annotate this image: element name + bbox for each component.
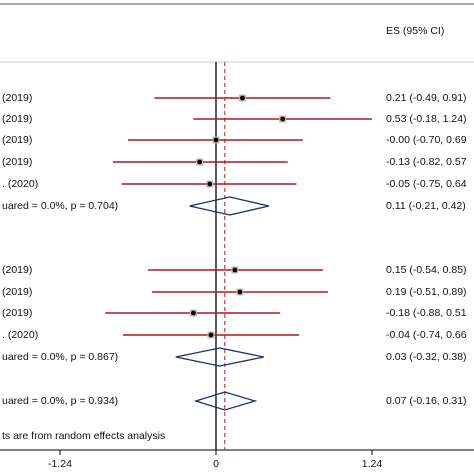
point-estimate bbox=[240, 95, 245, 101]
ci-text: 0.07 (-0.16, 0.31) bbox=[386, 395, 467, 407]
study-label: (2019) bbox=[2, 286, 32, 298]
point-estimate bbox=[208, 332, 214, 338]
point-estimate bbox=[237, 289, 243, 295]
study-label: (2019) bbox=[2, 156, 32, 168]
point-estimate bbox=[213, 137, 219, 143]
ci-text: 0.15 (-0.54, 0.85) bbox=[386, 264, 467, 276]
study-label: (2019) bbox=[2, 92, 32, 104]
x-tick-label: 1.24 bbox=[362, 458, 383, 470]
pooled-diamond bbox=[189, 196, 269, 216]
study-label: . (2020) bbox=[2, 178, 38, 190]
point-estimate bbox=[232, 267, 238, 273]
pooled-label: uared = 0.0%, p = 0.704) bbox=[2, 200, 118, 212]
ci-text: 0.19 (-0.51, 0.89) bbox=[386, 286, 467, 298]
pooled-diamond bbox=[193, 391, 258, 411]
ci-text: 0.53 (-0.18, 1.24) bbox=[386, 113, 467, 125]
study-label: (2019) bbox=[2, 307, 32, 319]
study-label: . (2020) bbox=[2, 329, 38, 341]
ci-text: 0.21 (-0.49, 0.91) bbox=[386, 92, 467, 104]
ci-text: -0.13 (-0.82, 0.57 bbox=[386, 156, 467, 168]
ci-text: 0.03 (-0.32, 0.38) bbox=[386, 351, 467, 363]
footnote: ts are from random effects analysis bbox=[2, 430, 165, 442]
ci-text: -0.05 (-0.75, 0.64 bbox=[386, 178, 467, 190]
ci-text: -0.00 (-0.70, 0.69 bbox=[386, 134, 467, 146]
x-tick-label: 0 bbox=[213, 458, 219, 470]
point-estimate bbox=[280, 116, 286, 122]
point-estimate bbox=[197, 159, 203, 165]
ci-text: -0.18 (-0.88, 0.51 bbox=[386, 307, 467, 319]
study-label: (2019) bbox=[2, 134, 32, 146]
ci-text: 0.11 (-0.21, 0.42) bbox=[386, 200, 466, 212]
header: ES (95% CI) bbox=[386, 25, 444, 37]
pooled-diamond bbox=[175, 347, 264, 367]
ci-text: -0.04 (-0.74, 0.66 bbox=[386, 329, 467, 341]
point-estimate bbox=[190, 310, 196, 316]
pooled-label: uared = 0.0%, p = 0.867) bbox=[2, 351, 118, 363]
study-label: (2019) bbox=[2, 264, 32, 276]
point-estimate bbox=[207, 181, 213, 187]
x-tick-label: -1.24 bbox=[48, 458, 72, 470]
pooled-label: uared = 0.0%, p = 0.934) bbox=[2, 395, 118, 407]
study-label: (2019) bbox=[2, 113, 32, 125]
